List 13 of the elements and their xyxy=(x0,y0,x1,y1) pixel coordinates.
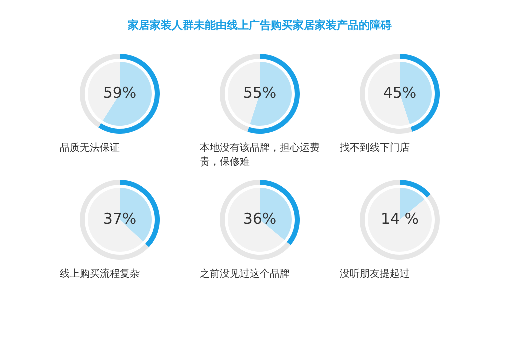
text: 家居家装人群未能由线上广告购买家居家装产品的障碍 xyxy=(127,18,393,34)
data-label: 37% xyxy=(103,210,137,228)
data-label: 36% xyxy=(243,210,277,228)
data-label: 45% xyxy=(383,84,417,102)
data-label: 14 % xyxy=(380,210,420,228)
data-label: 55% xyxy=(243,84,277,102)
text: 之前没见过这个品牌 xyxy=(200,268,291,282)
text: 品质无法保证 xyxy=(60,142,121,156)
text: 找不到线下门店 xyxy=(340,142,411,156)
data-label: 59% xyxy=(103,84,137,102)
text: 没听朋友提起过 xyxy=(340,268,411,282)
text: 本地没有该品牌，担心运费贵，保修难 xyxy=(200,142,320,170)
text: 线上购买流程复杂 xyxy=(60,268,141,282)
